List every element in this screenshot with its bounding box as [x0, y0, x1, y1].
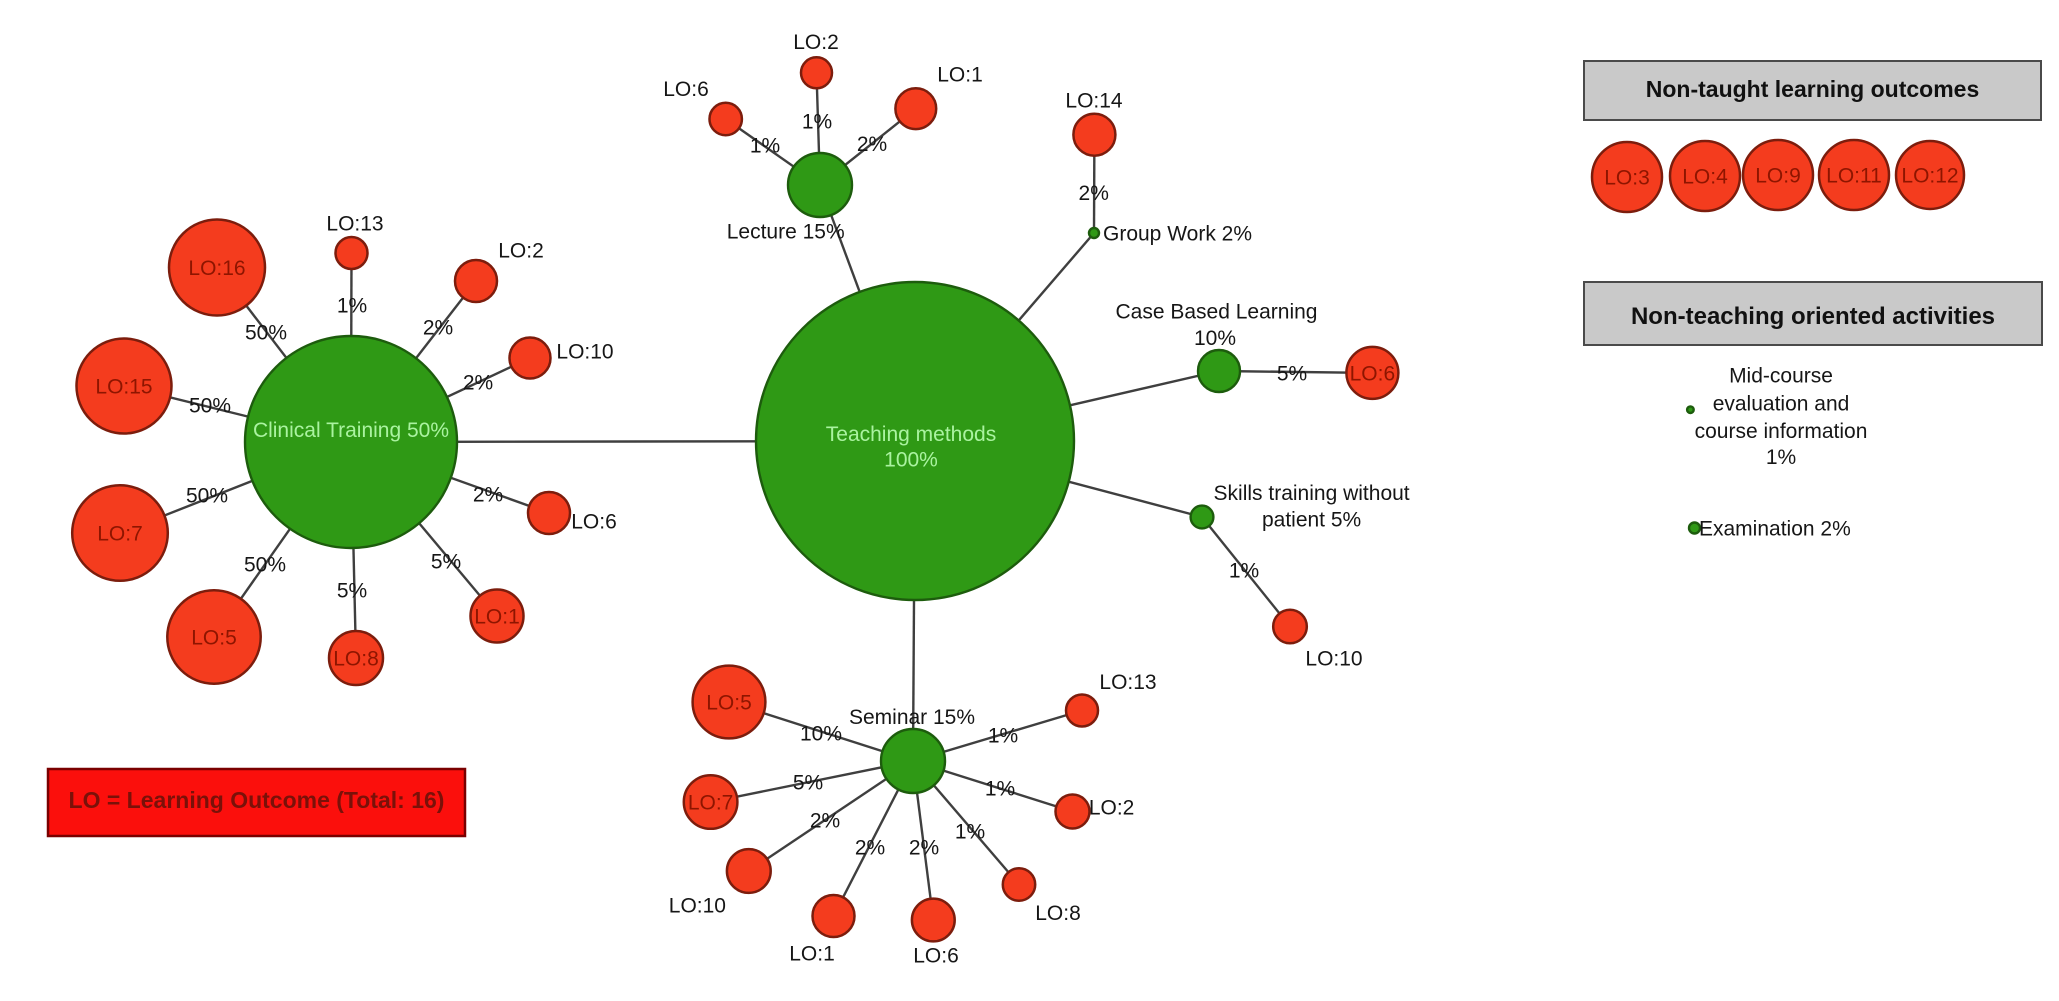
svg-text:LO:8: LO:8 — [333, 648, 379, 671]
svg-text:2%: 2% — [810, 810, 840, 833]
svg-text:1%: 1% — [337, 295, 367, 318]
svg-text:patient 5%: patient 5% — [1262, 509, 1361, 532]
svg-text:LO:1: LO:1 — [789, 943, 835, 966]
svg-text:LO = Learning Outcome (Total:: LO = Learning Outcome (Total: 16) — [69, 787, 445, 813]
svg-text:2%: 2% — [855, 837, 885, 860]
svg-text:2%: 2% — [463, 372, 493, 395]
svg-text:LO:15: LO:15 — [95, 376, 152, 399]
svg-text:Mid-course: Mid-course — [1729, 365, 1833, 388]
svg-text:LO:2: LO:2 — [1089, 797, 1135, 820]
svg-text:LO:5: LO:5 — [706, 692, 752, 715]
svg-text:LO:2: LO:2 — [498, 240, 544, 263]
svg-text:LO:16: LO:16 — [188, 257, 245, 280]
svg-text:LO:7: LO:7 — [97, 523, 143, 546]
svg-text:Non-teaching oriented activiti: Non-teaching oriented activities — [1631, 303, 1995, 330]
svg-text:5%: 5% — [793, 772, 823, 795]
svg-text:50%: 50% — [245, 322, 287, 345]
svg-text:1%: 1% — [1229, 560, 1259, 583]
svg-text:LO:13: LO:13 — [1099, 671, 1156, 694]
svg-text:Examination 2%: Examination 2% — [1699, 518, 1851, 541]
svg-text:Skills training without: Skills training without — [1214, 482, 1410, 505]
svg-text:5%: 5% — [337, 580, 367, 603]
svg-text:10%: 10% — [800, 723, 842, 746]
svg-text:Lecture 15%: Lecture 15% — [727, 221, 845, 244]
svg-text:LO:12: LO:12 — [1901, 165, 1958, 188]
svg-text:1%: 1% — [1766, 446, 1796, 469]
svg-text:2%: 2% — [423, 317, 453, 340]
svg-text:LO:6: LO:6 — [913, 945, 959, 968]
svg-text:Case Based Learning: Case Based Learning — [1116, 301, 1318, 324]
svg-text:2%: 2% — [857, 133, 887, 156]
svg-text:1%: 1% — [802, 111, 832, 134]
svg-text:LO:1: LO:1 — [474, 606, 520, 629]
svg-text:course information: course information — [1695, 420, 1868, 443]
svg-text:LO:6: LO:6 — [663, 78, 709, 101]
svg-text:50%: 50% — [186, 485, 228, 508]
svg-text:evaluation and: evaluation and — [1713, 392, 1850, 415]
svg-text:Teaching methods: Teaching methods — [826, 423, 996, 446]
svg-text:LO:11: LO:11 — [1826, 165, 1882, 188]
svg-text:LO:9: LO:9 — [1755, 165, 1801, 188]
svg-text:Seminar 15%: Seminar 15% — [849, 706, 975, 729]
svg-text:50%: 50% — [189, 395, 231, 418]
svg-text:100%: 100% — [884, 449, 938, 472]
svg-text:10%: 10% — [1194, 327, 1236, 350]
svg-text:LO:5: LO:5 — [191, 627, 237, 650]
svg-text:LO:10: LO:10 — [556, 341, 613, 364]
svg-text:LO:3: LO:3 — [1604, 167, 1650, 190]
svg-text:50%: 50% — [244, 554, 286, 577]
svg-text:LO:6: LO:6 — [1350, 362, 1396, 385]
svg-text:1%: 1% — [988, 725, 1018, 748]
svg-text:LO:8: LO:8 — [1035, 902, 1081, 925]
svg-text:2%: 2% — [473, 484, 503, 507]
svg-text:Non-taught learning outcomes: Non-taught learning outcomes — [1646, 76, 1980, 102]
svg-text:LO:13: LO:13 — [326, 213, 383, 236]
svg-text:LO:10: LO:10 — [1305, 648, 1362, 671]
svg-text:Group Work 2%: Group Work 2% — [1103, 223, 1252, 246]
svg-text:2%: 2% — [909, 837, 939, 860]
svg-text:LO:14: LO:14 — [1065, 90, 1123, 113]
svg-text:LO:7: LO:7 — [688, 792, 734, 815]
svg-text:LO:6: LO:6 — [571, 511, 617, 534]
svg-text:2%: 2% — [1079, 182, 1109, 205]
svg-text:1%: 1% — [955, 821, 985, 844]
svg-text:Clinical Training 50%: Clinical Training 50% — [253, 419, 449, 442]
svg-text:5%: 5% — [1277, 363, 1307, 386]
svg-text:1%: 1% — [750, 135, 780, 158]
svg-text:1%: 1% — [985, 778, 1015, 801]
svg-text:5%: 5% — [431, 551, 461, 574]
svg-text:LO:4: LO:4 — [1682, 166, 1728, 189]
svg-text:LO:1: LO:1 — [937, 64, 983, 87]
svg-text:LO:2: LO:2 — [793, 31, 839, 54]
svg-text:LO:10: LO:10 — [669, 895, 726, 918]
